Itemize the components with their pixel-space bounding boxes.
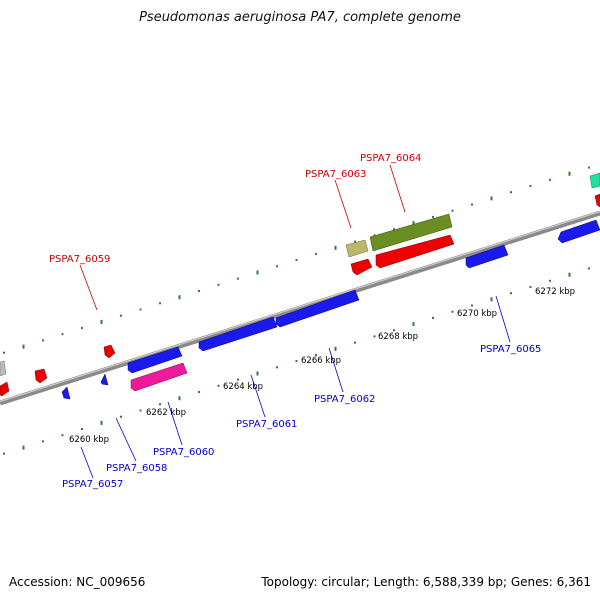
tick-label-6266: 6266 kbp xyxy=(301,356,341,366)
feature-pspa7-6058[interactable] xyxy=(127,346,183,374)
leader-6065 xyxy=(495,295,511,343)
map-title: Pseudomonas aeruginosa PA7, complete gen… xyxy=(139,10,461,25)
scale-tick-labels: 6260 kbp 6262 kbp 6264 kbp 6266 kbp 6268… xyxy=(69,287,575,445)
feature-right-red[interactable] xyxy=(594,193,600,208)
feature-pspa7-6063-red[interactable] xyxy=(350,258,373,276)
tick-label-6268: 6268 kbp xyxy=(378,332,418,342)
gene-label-pspa7-6065[interactable]: PSPA7_6065 xyxy=(480,344,541,355)
feature-left-grey[interactable] xyxy=(0,360,7,377)
topology-text: Topology: circular; Length: 6,588,339 bp… xyxy=(261,575,591,589)
leader-6064 xyxy=(389,164,406,213)
leader-6063 xyxy=(334,179,352,229)
feature-pspa7-6063[interactable] xyxy=(345,239,369,258)
feature-small-blue-1[interactable] xyxy=(61,386,71,400)
accession-text: Accession: NC_009656 xyxy=(9,575,146,589)
feature-pspa7-6059[interactable] xyxy=(103,344,116,359)
tick-label-6262: 6262 kbp xyxy=(146,408,186,418)
gene-label-pspa7-6057[interactable]: PSPA7_6057 xyxy=(62,479,123,490)
feature-small-red-2[interactable] xyxy=(34,368,48,384)
gene-label-pspa7-6060[interactable]: PSPA7_6060 xyxy=(153,447,214,458)
feature-right-teal[interactable] xyxy=(589,172,600,189)
tick-label-6264: 6264 kbp xyxy=(223,382,263,392)
gene-label-pspa7-6058[interactable]: PSPA7_6058 xyxy=(106,463,167,474)
dotted-guide-tracks xyxy=(3,166,590,455)
gene-label-pspa7-6059[interactable]: PSPA7_6059 xyxy=(49,254,110,265)
feature-pspa7-6064[interactable] xyxy=(369,213,453,252)
leader-6060 xyxy=(167,401,183,446)
label-leader-lines xyxy=(79,164,511,479)
genome-backbone xyxy=(0,210,600,406)
gene-label-pspa7-6062[interactable]: PSPA7_6062 xyxy=(314,394,375,405)
gene-label-pspa7-6063[interactable]: PSPA7_6063 xyxy=(305,169,366,180)
feature-pspa7-6062[interactable] xyxy=(275,289,360,328)
gene-label-pspa7-6061[interactable]: PSPA7_6061 xyxy=(236,419,297,430)
feature-small-red-left[interactable] xyxy=(0,381,10,397)
feature-pspa7-6061[interactable] xyxy=(198,316,278,352)
leader-6061 xyxy=(250,374,266,418)
feature-pspa7-6065[interactable] xyxy=(465,244,509,269)
leader-6059 xyxy=(79,264,98,311)
leader-6057 xyxy=(80,446,94,479)
feature-right-blue[interactable] xyxy=(557,219,600,244)
tick-label-6272: 6272 kbp xyxy=(535,287,575,297)
feature-pspa7-6064-red[interactable] xyxy=(375,234,455,269)
feature-pspa7-6060[interactable] xyxy=(130,362,188,392)
leader-6062 xyxy=(328,347,344,393)
tick-label-6260: 6260 kbp xyxy=(69,435,109,445)
tick-label-6270: 6270 kbp xyxy=(457,309,497,319)
gene-label-pspa7-6064[interactable]: PSPA7_6064 xyxy=(360,153,421,164)
forward-strand-features xyxy=(0,172,600,397)
gene-labels: PSPA7_6059 PSPA7_6063 PSPA7_6064 PSPA7_6… xyxy=(49,153,541,490)
genome-backbone-highlight xyxy=(0,211,600,402)
feature-small-blue-2[interactable] xyxy=(100,373,109,386)
leader-6058 xyxy=(115,417,137,462)
reverse-strand-features xyxy=(61,219,600,400)
